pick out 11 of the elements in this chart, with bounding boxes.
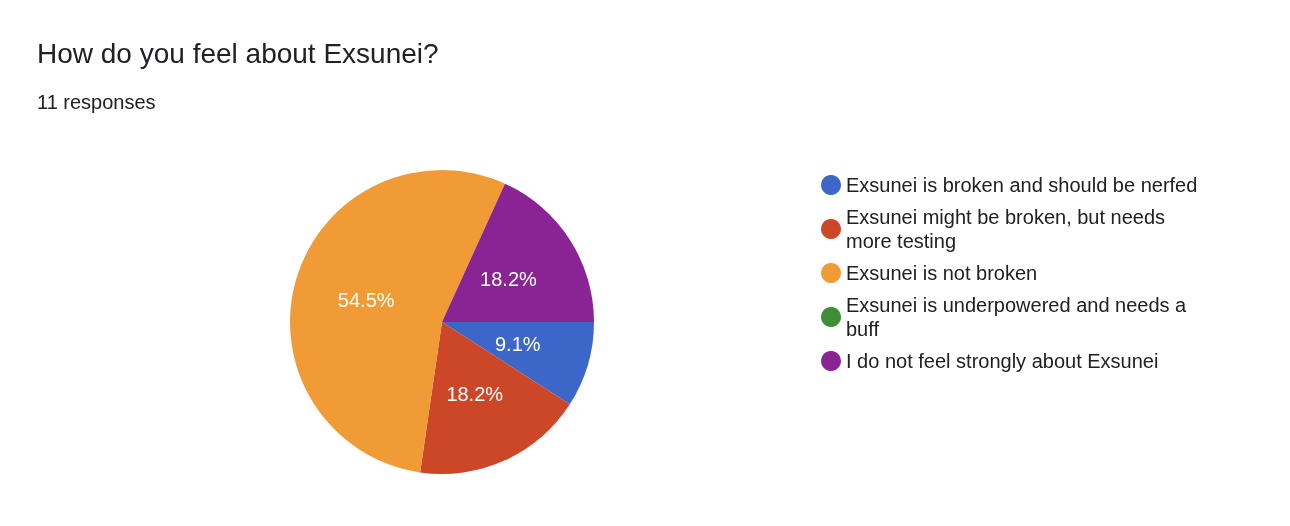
- legend-label: Exsunei is broken and should be nerfed: [846, 174, 1198, 196]
- data-label: 54.5%: [337, 288, 395, 311]
- chart-title: How do you feel about Exsunei?: [37, 37, 439, 69]
- data-label: 9.1%: [495, 333, 541, 356]
- legend-label: I do not feel strongly about Exsunei: [846, 350, 1159, 372]
- text: 11 responses: [37, 91, 156, 113]
- legend-label: Exsunei might be broken, but needs more testing: [846, 206, 1171, 252]
- legend-label: Exsunei is underpowered and needs a buff: [846, 294, 1192, 340]
- data-label: 18.2%: [480, 268, 537, 291]
- legend-label: Exsunei is not broken: [846, 262, 1038, 284]
- data-label: 18.2%: [446, 382, 504, 405]
